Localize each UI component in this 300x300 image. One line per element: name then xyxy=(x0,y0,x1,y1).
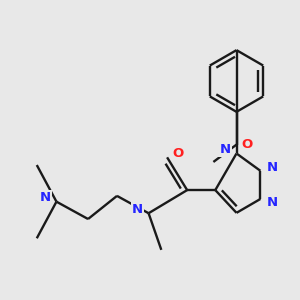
Text: N: N xyxy=(40,191,51,204)
Text: O: O xyxy=(242,138,253,151)
Text: N: N xyxy=(132,203,143,216)
Text: O: O xyxy=(172,147,184,160)
Text: N: N xyxy=(267,161,278,174)
Text: N: N xyxy=(219,143,230,156)
Text: N: N xyxy=(267,196,278,208)
